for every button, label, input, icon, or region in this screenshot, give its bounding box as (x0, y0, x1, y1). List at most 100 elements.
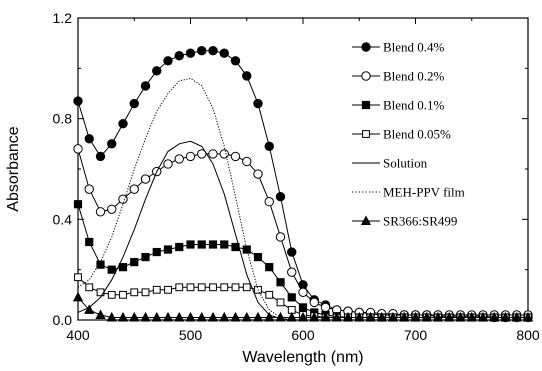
data-point-blend-0-2 (95, 207, 106, 217)
data-point-blend-0-1 (276, 278, 285, 287)
data-point-sr366-sr499 (264, 311, 275, 322)
data-point-blend-0-2 (73, 144, 83, 154)
data-point-blend-0-4 (197, 46, 207, 56)
data-point-blend-0-1 (265, 263, 274, 272)
legend-label: MEH-PPV film (383, 185, 465, 200)
data-point-blend-0-1 (220, 240, 229, 249)
data-point-blend-0-1 (73, 200, 83, 209)
x-tick-label: 800 (516, 327, 540, 343)
data-point-sr366-sr499 (511, 311, 522, 322)
data-point-sr366-sr499 (354, 311, 365, 322)
data-point-blend-0-4 (107, 139, 117, 149)
data-point-blend-0-4 (242, 71, 252, 81)
data-point-blend-0-05 (152, 285, 161, 294)
data-point-sr366-sr499 (207, 311, 219, 322)
data-point-sr366-sr499 (106, 311, 117, 322)
data-point-blend-0-2 (185, 151, 196, 162)
data-point-blend-0-05 (130, 288, 139, 297)
data-point-blend-0-4 (73, 96, 83, 106)
data-point-sr366-sr499 (489, 311, 500, 322)
data-point-blend-0-05 (276, 298, 285, 307)
data-point-blend-0-1 (85, 237, 94, 247)
data-point-sr366-sr499 (129, 311, 140, 322)
legend-label: Blend 0.2% (383, 69, 445, 84)
data-point-blend-0-1 (152, 247, 161, 257)
data-point-blend-0-4 (264, 141, 274, 152)
data-point-blend-0-2 (242, 156, 252, 167)
data-point-blend-0-1 (298, 303, 308, 312)
series-blend-0-1 (73, 200, 533, 322)
data-point-blend-0-05 (74, 273, 82, 282)
data-point-sr366-sr499 (399, 311, 410, 322)
data-point-blend-0-1 (208, 240, 218, 249)
data-point-blend-0-1 (141, 252, 150, 262)
legend-swatch-marker (361, 42, 371, 52)
legend-swatch-marker (361, 71, 371, 81)
data-point-sr366-sr499 (309, 311, 320, 322)
data-point-blend-0-05 (85, 283, 94, 292)
data-point-blend-0-2 (118, 194, 128, 204)
legend-item-blend-0-2: Blend 0.2% (352, 69, 445, 84)
data-point-sr366-sr499 (185, 311, 196, 322)
data-point-blend-0-1 (287, 293, 296, 302)
legend-label: Blend 0.1% (383, 98, 445, 113)
data-point-blend-0-4 (84, 134, 94, 144)
x-axis-title: Wavelength (nm) (242, 349, 363, 366)
data-point-blend-0-2 (197, 149, 207, 159)
data-point-sr366-sr499 (72, 291, 84, 302)
data-point-blend-0-4 (118, 119, 128, 129)
legend-item-solution: Solution (352, 156, 428, 171)
data-point-sr366-sr499 (432, 311, 444, 322)
data-point-blend-0-2 (208, 149, 218, 159)
legend-item-blend-0-05: Blend 0.05% (352, 127, 451, 142)
data-point-blend-0-1 (175, 242, 184, 252)
legend-swatch-marker (361, 100, 371, 110)
data-point-blend-0-1 (163, 245, 173, 254)
data-point-sr366-sr499 (477, 311, 489, 322)
data-point-blend-0-05 (265, 290, 274, 299)
x-tick-label: 700 (404, 327, 428, 343)
data-point-sr366-sr499 (444, 311, 455, 322)
legend-label: Blend 0.4% (383, 40, 445, 55)
legend-item-blend-0-1: Blend 0.1% (352, 98, 445, 113)
data-point-blend-0-4 (140, 81, 151, 91)
data-point-blend-0-4 (185, 48, 196, 58)
data-point-blend-0-1 (96, 260, 105, 269)
data-point-blend-0-2 (275, 232, 286, 242)
tick-labels: 400 500 600 700 800 0.0 0.4 0.8 1.2 (53, 10, 540, 343)
legend-swatch-marker (362, 130, 370, 138)
data-point-blend-0-05 (231, 283, 240, 292)
data-point-blend-0-1 (197, 240, 206, 249)
data-point-sr366-sr499 (522, 311, 534, 322)
data-point-sr366-sr499 (252, 311, 264, 322)
data-point-blend-0-2 (253, 169, 263, 179)
data-point-sr366-sr499 (410, 311, 421, 322)
legend-item-meh-ppv-film: MEH-PPV film (352, 185, 465, 200)
series-sr366-sr499 (72, 291, 534, 322)
y-tick-label: 0.0 (53, 312, 73, 328)
data-point-sr366-sr499 (387, 311, 399, 322)
tick-marks (77, 17, 529, 321)
y-axis-title: Absorbance (5, 126, 22, 211)
data-point-blend-0-2 (219, 149, 229, 159)
data-point-sr366-sr499 (376, 311, 387, 322)
data-point-blend-0-2 (107, 204, 117, 214)
data-point-blend-0-05 (242, 283, 251, 292)
data-point-sr366-sr499 (95, 309, 106, 319)
data-point-blend-0-4 (219, 48, 229, 58)
series-group (72, 46, 534, 323)
legend-swatch-marker (360, 215, 372, 225)
data-point-blend-0-4 (174, 51, 184, 61)
data-point-blend-0-4 (208, 46, 218, 56)
data-point-blend-0-1 (118, 263, 128, 272)
data-point-sr366-sr499 (117, 311, 129, 322)
data-point-blend-0-4 (129, 98, 139, 109)
data-point-sr366-sr499 (84, 304, 95, 314)
data-point-blend-0-05 (209, 283, 217, 292)
data-point-sr366-sr499 (140, 311, 151, 322)
data-point-blend-0-05 (186, 283, 195, 292)
data-point-blend-0-05 (164, 285, 172, 294)
data-point-blend-0-05 (220, 283, 229, 292)
data-point-blend-0-2 (264, 197, 274, 207)
